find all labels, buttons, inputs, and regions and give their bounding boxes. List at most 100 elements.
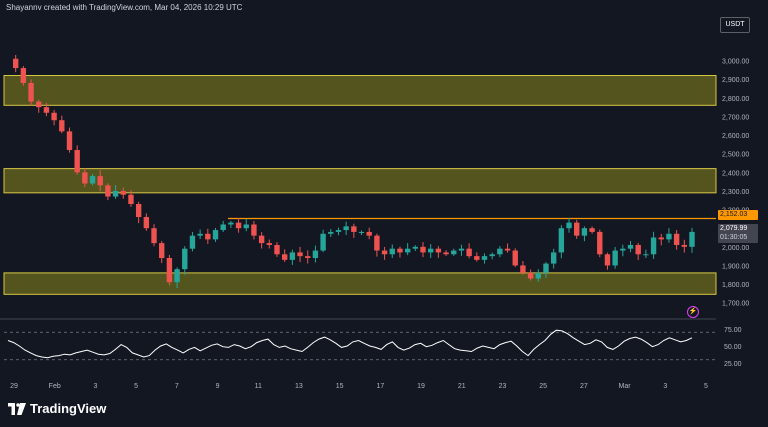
candle-body bbox=[673, 233, 680, 245]
candle-body bbox=[220, 224, 226, 231]
candle-body bbox=[20, 68, 27, 83]
candle-body bbox=[597, 231, 603, 255]
candle-body bbox=[435, 248, 442, 253]
price-tick-label: 1,800.00 bbox=[722, 282, 749, 289]
time-tick-label: 5 bbox=[704, 383, 708, 390]
candle-body bbox=[620, 248, 626, 251]
candle-countdown: 01:30:05 bbox=[718, 233, 758, 243]
candle-body bbox=[404, 248, 411, 253]
currency-badge[interactable]: USDT bbox=[720, 17, 750, 33]
rsi-pane bbox=[4, 329, 716, 361]
candle-body bbox=[420, 246, 426, 253]
time-axis[interactable]: 29 Feb 3 5 7 9 11 13 15 17 19 21 23 25 27 Mar 3 5 bbox=[10, 383, 708, 390]
candle-body bbox=[481, 256, 488, 260]
resistance-price-tag: 2,152.03 bbox=[718, 210, 758, 220]
time-tick-label: 21 bbox=[458, 383, 466, 390]
candle-body bbox=[497, 248, 503, 255]
candle-body bbox=[589, 228, 595, 232]
candle-body bbox=[543, 263, 549, 273]
tradingview-brand[interactable]: TradingView bbox=[8, 401, 106, 416]
time-tick-label: 23 bbox=[499, 383, 507, 390]
rsi-axis: 75.00 50.00 25.00 bbox=[724, 327, 742, 368]
candle-body bbox=[135, 204, 142, 218]
candle-body bbox=[581, 228, 588, 236]
candle-body bbox=[650, 237, 657, 255]
candle-body bbox=[274, 244, 280, 255]
candle-body bbox=[289, 252, 296, 260]
price-tick-label: 2,000.00 bbox=[722, 245, 749, 252]
candle-body bbox=[228, 222, 234, 225]
candle-body bbox=[143, 217, 150, 229]
chart-attribution: Shayannv created with TradingView.com, M… bbox=[6, 3, 243, 12]
candle-body bbox=[12, 58, 19, 69]
time-tick-label: 25 bbox=[539, 383, 547, 390]
candle-body bbox=[474, 256, 480, 260]
candle-body bbox=[504, 248, 511, 251]
zone-2 bbox=[3, 272, 717, 295]
price-tick-label: 2,600.00 bbox=[722, 133, 749, 140]
time-tick-label: 17 bbox=[376, 383, 384, 390]
candle-body bbox=[535, 272, 541, 279]
candle-body bbox=[374, 235, 380, 251]
candle-body bbox=[604, 254, 611, 266]
time-tick-label: 13 bbox=[295, 383, 303, 390]
candle-body bbox=[89, 176, 96, 184]
candle-body bbox=[635, 244, 641, 255]
candle-body bbox=[297, 252, 303, 257]
candle-body bbox=[189, 235, 196, 249]
candle-body bbox=[243, 224, 249, 229]
zone-0 bbox=[3, 75, 717, 106]
candle-body bbox=[97, 176, 103, 186]
candle-body bbox=[74, 150, 80, 173]
candle-body bbox=[527, 272, 534, 279]
candlestick-series bbox=[12, 54, 695, 289]
candle-body bbox=[558, 228, 565, 253]
candle-body bbox=[159, 243, 165, 258]
candle-body bbox=[51, 112, 57, 121]
candle-body bbox=[451, 250, 457, 255]
candle-body bbox=[351, 226, 357, 232]
candle-body bbox=[335, 230, 342, 232]
candle-body bbox=[251, 224, 257, 236]
candle-body bbox=[235, 222, 242, 229]
candle-body bbox=[281, 254, 288, 260]
time-tick-label: Mar bbox=[619, 383, 632, 390]
candle-body bbox=[358, 231, 365, 233]
price-axis[interactable]: 1,700.001,800.001,900.002,000.002,100.00… bbox=[722, 59, 749, 308]
price-tick-label: 2,400.00 bbox=[722, 170, 749, 177]
supply-demand-zones bbox=[3, 75, 717, 295]
zone-1 bbox=[3, 168, 717, 194]
candle-body bbox=[212, 230, 219, 240]
candle-body bbox=[643, 254, 649, 256]
price-tick-label: 1,700.00 bbox=[722, 301, 749, 308]
time-tick-label: 29 bbox=[10, 383, 18, 390]
lightning-icon[interactable]: ⚡ bbox=[687, 306, 699, 318]
candle-body bbox=[520, 265, 526, 273]
price-tick-label: 2,300.00 bbox=[722, 189, 749, 196]
price-tick-label: 1,900.00 bbox=[722, 263, 749, 270]
candle-body bbox=[312, 250, 319, 258]
time-tick-label: 27 bbox=[580, 383, 588, 390]
candle-body bbox=[105, 185, 111, 197]
candle-body bbox=[689, 231, 695, 247]
price-tick-label: 2,900.00 bbox=[722, 77, 749, 84]
rsi-line bbox=[7, 329, 693, 359]
price-tick-label: 2,500.00 bbox=[722, 152, 749, 159]
candle-body bbox=[258, 235, 265, 244]
candle-body bbox=[397, 248, 403, 253]
candle-body bbox=[566, 222, 572, 229]
candle-body bbox=[28, 82, 34, 102]
candle-body bbox=[197, 233, 203, 236]
candle-body bbox=[112, 190, 119, 197]
candle-body bbox=[166, 258, 173, 283]
candle-body bbox=[36, 101, 42, 108]
candle-body bbox=[428, 248, 434, 253]
time-tick-label: 9 bbox=[216, 383, 220, 390]
candle-body bbox=[151, 228, 157, 244]
candle-body bbox=[305, 256, 311, 258]
candle-body bbox=[128, 194, 134, 204]
candle-body bbox=[66, 131, 73, 150]
candle-body bbox=[43, 107, 50, 113]
candle-body bbox=[82, 172, 88, 184]
candle-body bbox=[120, 190, 126, 195]
